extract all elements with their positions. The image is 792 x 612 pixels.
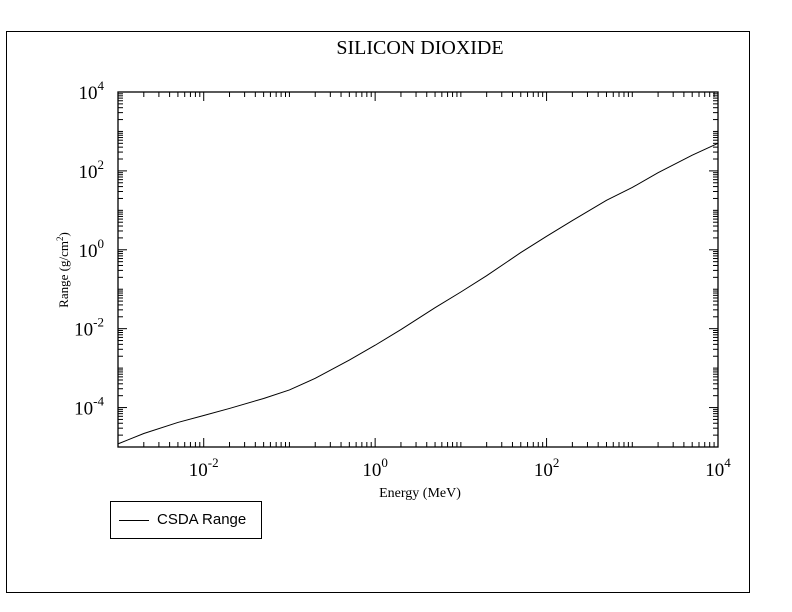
chart-frame xyxy=(6,31,750,593)
x-axis-label: Energy (MeV) xyxy=(379,486,461,501)
y-tick-label: 10-2 xyxy=(74,315,104,341)
y-axis-label-superscript: 2 xyxy=(55,237,65,242)
x-tick-label: 10-2 xyxy=(189,455,219,481)
x-tick-label: 100 xyxy=(362,455,388,481)
legend-line-sample xyxy=(119,520,149,521)
y-axis-label-close: ) xyxy=(56,232,71,236)
y-tick-label: 104 xyxy=(79,78,105,104)
x-tick-label: 102 xyxy=(534,455,560,481)
plot-area xyxy=(117,91,719,448)
csda-range-line xyxy=(117,142,719,445)
y-axis-label-text: Range (g/cm xyxy=(56,241,71,308)
y-tick-label: 102 xyxy=(79,157,105,183)
legend-label: CSDA Range xyxy=(157,511,247,528)
x-tick-label: 104 xyxy=(705,455,731,481)
legend: CSDA Range xyxy=(110,501,262,539)
y-axis-label: Range (g/cm2) xyxy=(55,232,71,308)
x-tick-labels: 10-2 100 102 104 xyxy=(189,455,731,481)
y-tick-label: 10-4 xyxy=(74,394,104,420)
axis-ticks xyxy=(117,91,719,448)
chart-title: SILICON DIOXIDE xyxy=(336,37,503,59)
y-tick-labels: 10-4 10-2 100 102 104 xyxy=(74,78,104,420)
y-tick-label: 100 xyxy=(79,236,105,262)
csda-range-points xyxy=(118,143,719,445)
